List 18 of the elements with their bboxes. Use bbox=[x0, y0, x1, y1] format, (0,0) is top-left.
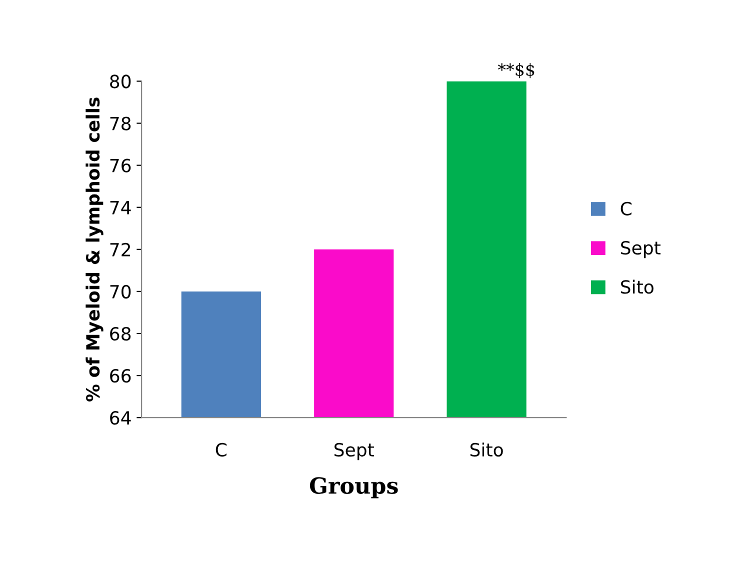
annotation: **$$ bbox=[498, 62, 534, 78]
legend-label: C bbox=[620, 202, 632, 216]
y-tick-label: 68 bbox=[110, 326, 131, 341]
y-tick-label: 72 bbox=[110, 242, 130, 256]
y-tick-label: 66 bbox=[110, 369, 131, 383]
x-axis-title: Groups bbox=[310, 477, 398, 498]
y-tick-label: 80 bbox=[110, 74, 131, 88]
legend-label: Sept bbox=[621, 240, 661, 258]
y-tick-label: 64 bbox=[110, 411, 131, 425]
y-axis-title: % of Myeloid & lymphoid cells bbox=[86, 98, 104, 402]
x-tick-label: C bbox=[216, 442, 226, 457]
x-tick-label: Sept bbox=[334, 442, 374, 460]
y-tick-label: 70 bbox=[110, 284, 131, 299]
x-tick-label: Sito bbox=[470, 442, 503, 457]
y-tick-label: 76 bbox=[110, 158, 131, 172]
y-tick-label: 74 bbox=[110, 201, 131, 214]
y-tick-label: 78 bbox=[110, 116, 131, 130]
legend-label: Sito bbox=[621, 280, 654, 294]
